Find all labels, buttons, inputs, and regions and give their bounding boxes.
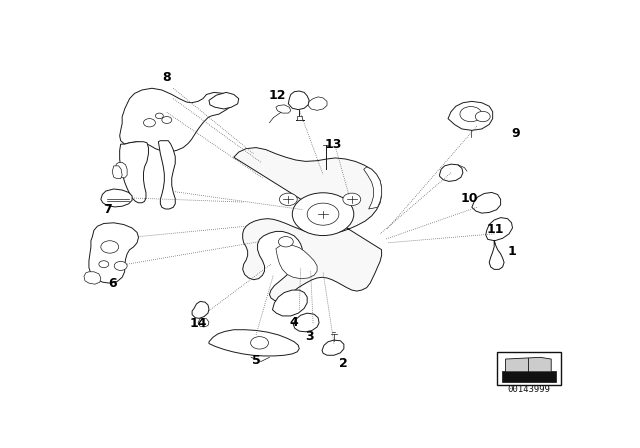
Circle shape — [101, 241, 118, 253]
Polygon shape — [276, 244, 317, 279]
Circle shape — [251, 336, 269, 349]
Polygon shape — [448, 101, 493, 130]
Text: 13: 13 — [324, 138, 342, 151]
Text: 10: 10 — [461, 192, 478, 205]
Polygon shape — [297, 116, 302, 120]
Circle shape — [307, 203, 339, 225]
Circle shape — [343, 193, 361, 206]
Polygon shape — [209, 330, 300, 356]
Polygon shape — [364, 167, 381, 209]
Circle shape — [460, 107, 482, 122]
Polygon shape — [84, 272, 101, 284]
Circle shape — [143, 119, 156, 127]
Text: 2: 2 — [339, 357, 348, 370]
Polygon shape — [288, 91, 309, 110]
Polygon shape — [101, 189, 132, 207]
FancyBboxPatch shape — [497, 352, 561, 385]
Polygon shape — [276, 105, 291, 113]
Polygon shape — [308, 97, 327, 110]
Polygon shape — [112, 166, 122, 179]
Polygon shape — [486, 218, 513, 241]
Polygon shape — [234, 147, 381, 302]
Text: 11: 11 — [487, 223, 504, 236]
Text: 14: 14 — [189, 317, 207, 330]
Circle shape — [280, 193, 297, 206]
Polygon shape — [489, 240, 504, 269]
Polygon shape — [472, 193, 500, 213]
Text: 5: 5 — [252, 353, 260, 366]
Polygon shape — [273, 290, 307, 316]
Text: 00143999: 00143999 — [508, 384, 550, 393]
Polygon shape — [440, 164, 463, 181]
Text: 8: 8 — [163, 71, 171, 84]
Text: 3: 3 — [305, 330, 314, 343]
Polygon shape — [89, 223, 138, 283]
Circle shape — [292, 193, 354, 236]
Circle shape — [476, 112, 490, 122]
Polygon shape — [293, 313, 319, 332]
Text: 12: 12 — [269, 89, 286, 102]
Text: 7: 7 — [103, 203, 111, 216]
Text: 9: 9 — [511, 127, 520, 140]
Text: 6: 6 — [108, 277, 116, 290]
Polygon shape — [322, 340, 344, 355]
Text: 4: 4 — [290, 316, 299, 329]
Polygon shape — [192, 302, 209, 319]
Circle shape — [278, 237, 293, 247]
Text: 1: 1 — [507, 245, 516, 258]
Circle shape — [156, 113, 163, 119]
Polygon shape — [116, 163, 127, 178]
Circle shape — [99, 261, 109, 267]
Polygon shape — [120, 142, 148, 203]
Polygon shape — [158, 141, 175, 209]
Polygon shape — [506, 358, 551, 372]
Circle shape — [114, 262, 127, 271]
Polygon shape — [198, 319, 209, 327]
Circle shape — [162, 116, 172, 124]
FancyBboxPatch shape — [502, 371, 556, 382]
Polygon shape — [209, 92, 239, 109]
Polygon shape — [120, 88, 234, 152]
